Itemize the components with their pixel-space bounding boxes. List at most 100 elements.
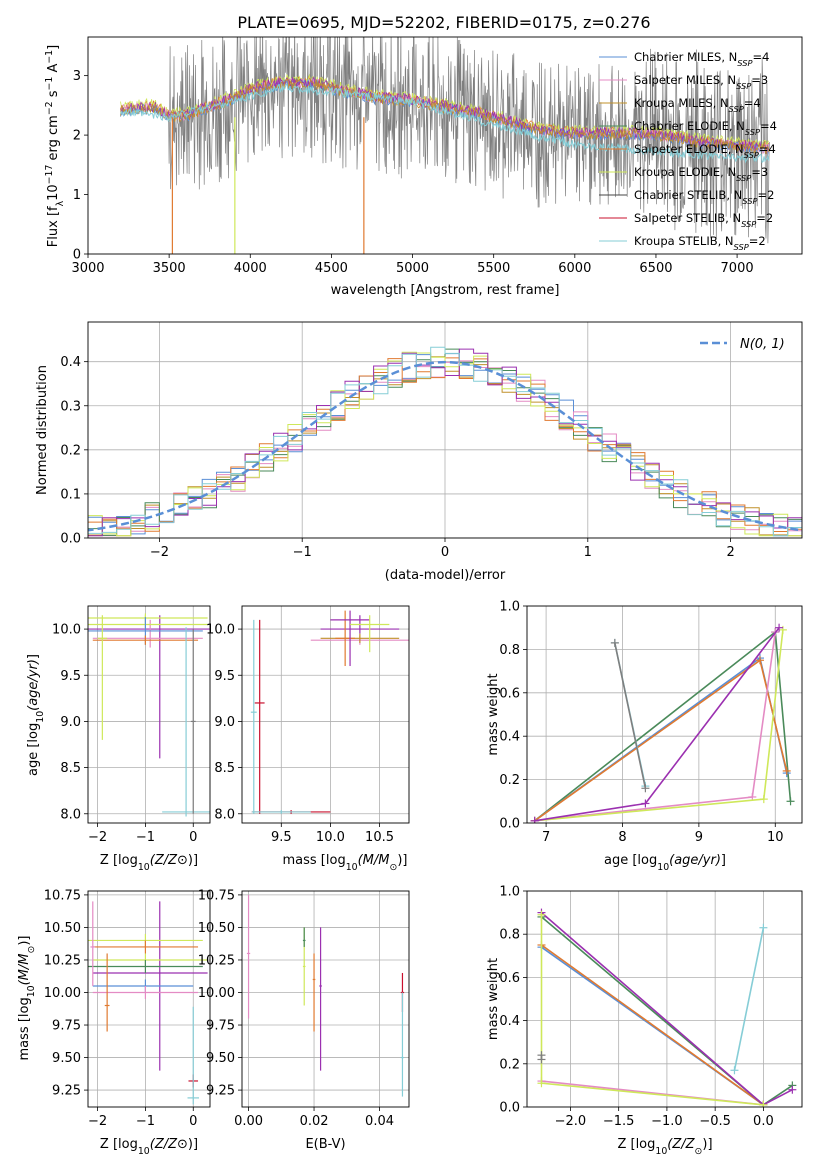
x-axis-label: Z [log10(Z/Z⊙)] <box>100 853 198 873</box>
x-tick-label: −1.5 <box>603 1114 635 1129</box>
x-tick-label: −0.5 <box>699 1114 731 1129</box>
y-tick-label: 3 <box>73 69 81 84</box>
x-tick-label: 2 <box>726 545 734 560</box>
axes-frame <box>526 890 803 1108</box>
x-tick-label: 4000 <box>234 261 267 276</box>
weight-line <box>614 642 647 789</box>
legend-label: Kroupa MILES, NSSP=4 <box>634 96 761 114</box>
residual-histogram <box>88 346 802 537</box>
y-tick-label: 9.50 <box>206 1051 235 1066</box>
x-tick-label: −2 <box>150 545 169 560</box>
legend-label: Salpeter MILES, NSSP=3 <box>634 73 768 91</box>
weight_vs_age-axes: 7 8 9 10 0.0 0.2 0.4 0.6 0.8 1.0 mass weight age [l… <box>486 600 803 873</box>
y-tick-label: 0.3 <box>60 399 81 414</box>
legend-label-normal: N(0, 1) <box>740 337 785 352</box>
x-tick-label: 0 <box>441 545 449 560</box>
x-tick-label: 6000 <box>558 261 591 276</box>
plot-area <box>527 606 802 823</box>
y-tick-label: 8.0 <box>214 807 235 822</box>
x-tick-label: −1 <box>136 1114 155 1129</box>
age_vs_Z-axes: −2 −1 0 8.0 8.5 9.0 9.5 10.0 Z [log10(Z/Z⊙)] age … <box>26 605 211 873</box>
y-tick-label: 9.75 <box>206 1019 235 1034</box>
chart-layer: 3000 3500 4000 4500 5000 5500 6000 6500 70000123… <box>17 36 803 1157</box>
y-tick-label: 9.5 <box>60 669 81 684</box>
y-tick-label: 9.75 <box>52 1019 81 1034</box>
x-axis-label: age [log10(age/yr)] <box>604 853 726 873</box>
y-axis-label: age [log10(age/yr)] <box>26 654 46 776</box>
model-line-stelib <box>120 83 770 164</box>
y-tick-label: 8.0 <box>60 807 81 822</box>
y-tick-label: 0.4 <box>499 1014 520 1029</box>
y-axis-label: Normed distribution <box>35 365 50 495</box>
y-tick-label: 10.50 <box>198 921 235 936</box>
x-tick-label: 10.0 <box>316 830 345 845</box>
y-tick-label: 9.0 <box>60 715 81 730</box>
spectrum-axes: 3000 3500 4000 4500 5000 5500 6000 6500 7000 0 1 2 3… <box>44 36 803 298</box>
y-tick-label: 0.4 <box>499 730 520 745</box>
figure-title: PLATE=0695, MJD=52202, FIBERID=0175, z=0… <box>237 13 650 32</box>
legend-label: Salpeter ELODIE, NSSP=4 <box>634 142 776 160</box>
x-tick-label: 3000 <box>71 261 104 276</box>
x-tick-label: 3500 <box>153 261 186 276</box>
mass_vs_ebv-axes: 0.00 0.02 0.04 9.25 9.50 9.75 10.00 10.25 10.50 1… <box>198 888 410 1152</box>
y-tick-label: 10.0 <box>206 623 235 638</box>
y-tick-label: 0.2 <box>60 443 81 458</box>
y-tick-label: 10.00 <box>44 986 81 1001</box>
x-tick-label: −2 <box>88 1114 107 1129</box>
y-tick-label: 9.25 <box>52 1084 81 1099</box>
plot-area <box>88 891 210 1107</box>
y-tick-label: 0.0 <box>499 817 520 832</box>
plot-area <box>120 37 770 254</box>
residuals-axes: −2 −1 0 1 2 0.0 0.1 0.2 0.3 0.4 N(0, 1) (data-model… <box>35 321 803 583</box>
y-tick-label: 10.25 <box>44 953 81 968</box>
x-tick-label: 10 <box>767 830 784 845</box>
legend-label: Chabrier STELIB, NSSP=2 <box>634 188 774 206</box>
x-tick-label: 0.00 <box>234 1114 263 1129</box>
y-tick-label: 9.25 <box>206 1084 235 1099</box>
plot-area <box>242 606 409 823</box>
legend-label: Chabrier ELODIE, NSSP=4 <box>634 119 777 137</box>
y-tick-label: 10.75 <box>44 888 81 903</box>
x-tick-label: 4500 <box>315 261 348 276</box>
x-tick-label: 7 <box>542 830 550 845</box>
y-tick-label: 0.2 <box>499 773 520 788</box>
y-tick-label: 0.1 <box>60 487 81 502</box>
plot-area <box>88 606 210 823</box>
y-tick-label: 1.0 <box>499 600 520 615</box>
x-tick-label: 0 <box>189 830 197 845</box>
x-tick-label: 6500 <box>639 261 672 276</box>
y-tick-label: 0 <box>73 248 81 263</box>
y-axis-label: mass weight <box>486 673 501 755</box>
y-tick-label: 8.5 <box>214 761 235 776</box>
y-tick-label: 2 <box>73 129 81 144</box>
y-tick-label: 0.6 <box>499 971 520 986</box>
model-line <box>120 78 770 155</box>
y-tick-label: 1 <box>73 188 81 203</box>
x-tick-label: 0 <box>189 1114 197 1129</box>
axes-frame <box>87 605 211 824</box>
x-tick-label: 9 <box>695 830 703 845</box>
normal-curve <box>88 360 802 532</box>
axes-frame <box>87 321 803 539</box>
x-tick-label: −2 <box>88 830 107 845</box>
y-axis-label: Flux [fλ10−17 erg cm−2 s−1 A−1] <box>44 45 66 247</box>
plot-area <box>527 891 802 1107</box>
y-tick-label: 10.50 <box>44 921 81 936</box>
y-tick-label: 0.2 <box>499 1057 520 1072</box>
y-axis-label: mass weight <box>486 958 501 1040</box>
x-axis-label: Z [log10(Z/Z⊙)] <box>617 1137 712 1157</box>
legend-label: Kroupa ELODIE, NSSP=3 <box>634 165 768 183</box>
mass_vs_Z-axes: −2 −1 0 9.25 9.50 9.75 10.00 10.25 10.50 10.75 Z [… <box>17 888 211 1157</box>
x-tick-label: 0.04 <box>365 1114 394 1129</box>
legend-label: Salpeter STELIB, NSSP=2 <box>634 211 773 229</box>
y-tick-label: 0.8 <box>499 643 520 658</box>
y-tick-label: 0.4 <box>60 355 81 370</box>
plot-area <box>242 891 409 1107</box>
y-tick-label: 1.0 <box>499 885 520 900</box>
x-axis-label: wavelength [Angstrom, rest frame] <box>331 283 560 298</box>
x-axis-label: E(B-V) <box>305 1137 345 1152</box>
y-tick-label: 10.25 <box>198 953 235 968</box>
age_vs_mass-axes: 9.5 10.0 10.5 8.0 8.5 9.0 9.5 10.0 mass [log10(M… <box>206 605 410 873</box>
axes-frame <box>241 605 410 824</box>
